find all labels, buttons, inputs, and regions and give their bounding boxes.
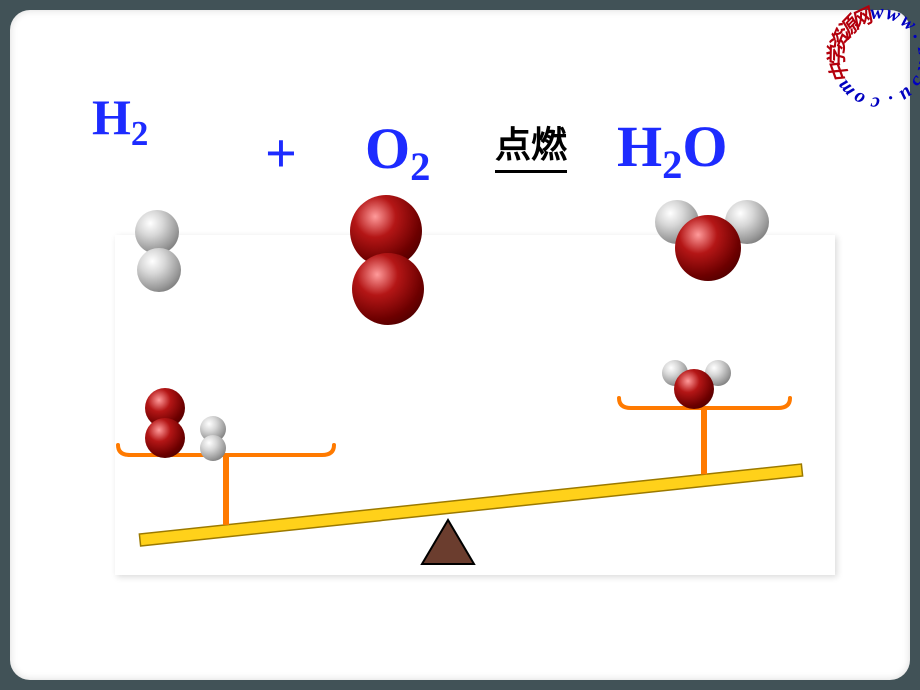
formula-h2: H2 xyxy=(92,88,148,146)
formula-o2-main: O xyxy=(365,116,410,181)
watermark-char: . xyxy=(886,90,897,114)
watermark-char: 源 xyxy=(830,10,865,44)
oxygen-atom xyxy=(352,253,424,325)
watermark-char: z xyxy=(912,45,920,56)
oxygen-atom xyxy=(674,369,714,409)
slide-frame: H2 + O2 点燃 H2O 中学资源网www.zk5u.com xyxy=(10,10,910,680)
hydrogen-atom xyxy=(137,248,181,292)
formula-o2: O2 xyxy=(365,115,430,182)
formula-h2o: H2O xyxy=(617,113,728,180)
watermark-char: 网 xyxy=(846,0,876,35)
formula-h2o-main2: O xyxy=(682,114,727,179)
formula-h2o-main1: H xyxy=(617,114,662,179)
watermark-char: c xyxy=(869,91,880,115)
oxygen-atom xyxy=(675,215,741,281)
watermark-char: k xyxy=(912,60,920,74)
formula-plus: + xyxy=(265,122,297,186)
formula-h2-sub: 2 xyxy=(131,114,149,153)
formula-o2-sub: 2 xyxy=(410,144,430,189)
watermark-logo: 中学资源网www.zk5u.com xyxy=(825,3,920,113)
reaction-condition: 点燃 xyxy=(495,116,567,173)
hydrogen-atom xyxy=(200,435,226,461)
formula-h2o-sub: 2 xyxy=(662,142,682,187)
watermark-char: u xyxy=(895,82,917,107)
watermark-char: 学 xyxy=(820,47,849,68)
watermark-char: w xyxy=(883,2,903,28)
watermark-char: 5 xyxy=(905,72,920,93)
watermark-char: o xyxy=(849,85,869,110)
watermark-char: m xyxy=(832,74,860,101)
watermark-char: . xyxy=(908,27,920,43)
inner-white-box xyxy=(115,235,835,575)
watermark-char: w xyxy=(895,9,920,35)
formula-h2-main: H xyxy=(92,89,131,145)
watermark-char: w xyxy=(869,1,884,25)
watermark-char: 中 xyxy=(821,59,855,88)
oxygen-atom xyxy=(145,418,185,458)
watermark-char: 资 xyxy=(821,26,855,56)
